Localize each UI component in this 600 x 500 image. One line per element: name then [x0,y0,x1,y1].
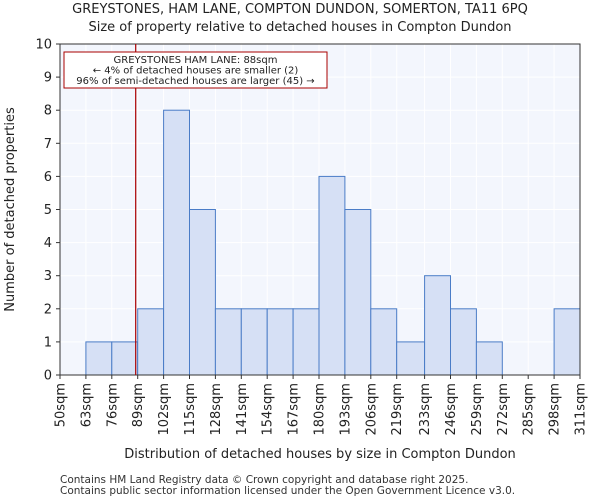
annotation-line: GREYSTONES HAM LANE: 88sqm [114,55,278,66]
x-axis-label: Distribution of detached houses by size … [124,447,516,462]
y-tick-label: 4 [44,236,52,251]
y-tick-label: 2 [44,302,52,317]
annotation-line: ← 4% of detached houses are smaller (2) [93,66,299,77]
bar-167sqm [292,308,320,376]
bar-219sqm [396,341,426,376]
y-tick-label: 6 [44,170,52,185]
axes: 0 1 2 3 4 5 6 7 8 9 10 50sqm 63sqm 76sqm 89sqm 102sqm 11… [35,38,588,436]
x-tick-label: 128sqm [209,383,224,436]
bar-63sqm [85,341,113,376]
footer-line-1: Contains HM Land Registry data © Crown c… [60,474,469,486]
bar-259sqm [475,341,503,376]
x-tick-label: 180sqm [313,383,328,436]
x-tick-label: 76sqm [105,383,120,427]
x-tick-label: 141sqm [235,383,250,436]
x-tick-label: 272sqm [496,383,511,436]
y-tick-label: 1 [44,335,52,350]
bar-128sqm [214,308,242,376]
y-tick-label: 8 [44,104,52,119]
y-tick-label: 7 [44,137,52,152]
annotation: GREYSTONES HAM LANE: 88sqm← 4% of detach… [63,51,328,89]
x-tick-label: 233sqm [418,383,433,436]
bar-298sqm [553,308,581,376]
x-tick-label: 50sqm [54,383,69,427]
y-tick-label: 10 [35,38,52,53]
chart-title: GREYSTONES, HAM LANE, COMPTON DUNDON, SO… [72,2,528,17]
bars [85,109,581,376]
bar-246sqm [449,308,477,376]
y-tick-label: 5 [44,203,52,218]
x-tick-label: 246sqm [444,383,459,436]
bar-233sqm [424,275,451,376]
y-tick-label: 3 [44,269,52,284]
x-tick-label: 298sqm [548,383,563,436]
x-tick-label: 102sqm [157,383,172,436]
x-tick-label: 89sqm [131,383,146,427]
histogram-chart: 0 1 2 3 4 5 6 7 8 9 10 50sqm 63sqm 76sqm 89sqm 102sqm 11… [3,38,589,463]
x-tick-label: 167sqm [287,383,302,436]
x-tick-label: 206sqm [364,383,379,436]
bar-206sqm [370,308,398,376]
bar-102sqm [163,109,191,376]
x-tick-label: 219sqm [390,383,405,436]
bar-180sqm [318,175,346,376]
x-tick-label: 311sqm [574,383,589,436]
footer-line-2: Contains public sector information licen… [60,485,516,497]
bar-141sqm [240,308,268,376]
y-tick-label: 9 [44,71,52,86]
bar-193sqm [344,209,372,376]
y-axis-label: Number of detached properties [3,107,18,312]
y-tick-label: 0 [44,369,52,384]
bar-76sqm [111,341,139,376]
x-tick-label: 115sqm [183,383,198,436]
x-tick-label: 193sqm [338,383,353,436]
x-tick-label: 285sqm [522,383,537,436]
bar-115sqm [189,209,216,376]
x-tick-label: 63sqm [79,383,94,427]
chart-subtitle: Size of property relative to detached ho… [88,20,512,35]
bar-154sqm [266,308,294,376]
annotation-line: 96% of semi-detached houses are larger (… [76,76,314,87]
x-tick-label: 154sqm [261,383,276,436]
bar-89sqm [137,308,165,376]
annotation-box [63,51,328,89]
x-tick-label: 259sqm [470,383,485,436]
